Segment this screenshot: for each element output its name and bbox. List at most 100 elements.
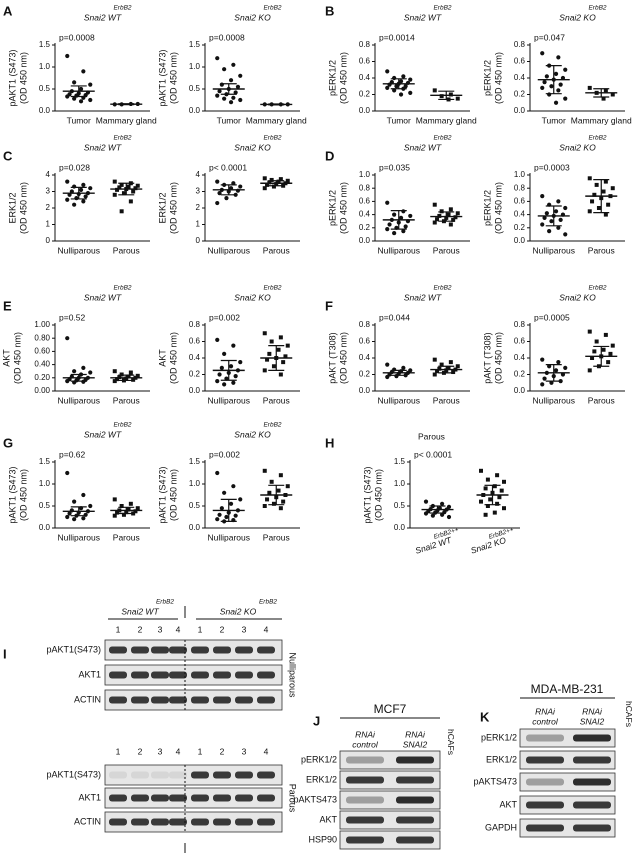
data-point xyxy=(387,222,392,227)
x-tick-label: Parous xyxy=(433,245,460,255)
x-tick-label: Parous xyxy=(433,395,460,405)
y-axis-label: (OD 450 nm) xyxy=(338,52,348,104)
y-tick-label: 0.0 xyxy=(39,523,51,532)
y-axis-label: (OD 450 nm) xyxy=(493,182,503,234)
data-point xyxy=(440,501,445,506)
blot-band xyxy=(235,696,253,704)
data-point xyxy=(385,69,390,74)
data-point xyxy=(133,186,138,191)
y-tick-label: 0.0 xyxy=(189,523,201,532)
data-point xyxy=(439,94,444,99)
data-point xyxy=(271,184,276,189)
data-point xyxy=(219,506,224,511)
data-point xyxy=(222,96,227,101)
panel-letter: B xyxy=(325,3,334,18)
y-axis-label: pERK1/2 xyxy=(327,60,337,96)
y-axis-label: ERK1/2 xyxy=(7,192,17,223)
data-point xyxy=(398,215,404,220)
data-point xyxy=(430,513,435,518)
data-point xyxy=(265,357,270,362)
y-tick-label: 0 xyxy=(46,236,51,245)
data-point xyxy=(439,209,444,214)
blot-band xyxy=(526,824,564,832)
blot-band xyxy=(257,818,275,826)
data-point xyxy=(285,178,290,183)
blot-band xyxy=(151,771,169,779)
row-label: pAKT1(S473) xyxy=(46,644,101,654)
blot-band xyxy=(169,771,187,779)
data-point xyxy=(267,490,272,495)
x-tick-label: Parous xyxy=(113,532,140,542)
data-point xyxy=(448,92,453,97)
data-point xyxy=(432,372,437,377)
row-label: AKT xyxy=(319,814,337,824)
data-point xyxy=(228,100,234,105)
x-tick-label: Nulliparous xyxy=(57,395,100,405)
data-point xyxy=(233,513,238,518)
y-tick-label: 0.0 xyxy=(359,386,371,395)
data-point xyxy=(392,75,397,81)
blot-band xyxy=(151,671,169,679)
x-tick-label: Tumor xyxy=(67,115,91,125)
data-point xyxy=(455,96,460,101)
data-point xyxy=(231,484,236,489)
blot-band xyxy=(346,816,384,824)
data-point xyxy=(231,95,236,100)
column-label: RNAi xyxy=(405,729,426,739)
data-point xyxy=(394,374,399,379)
blot-band xyxy=(346,796,384,804)
data-point xyxy=(115,187,120,192)
data-point xyxy=(81,492,86,498)
data-point xyxy=(222,67,227,72)
data-point xyxy=(215,379,220,384)
y-tick-label: 0.5 xyxy=(39,84,51,93)
y-axis-label: ERK1/2 xyxy=(157,192,167,223)
y-tick-label: 0.8 xyxy=(189,320,201,329)
y-tick-label: 0.4 xyxy=(514,353,526,362)
data-point xyxy=(88,503,93,509)
title-superscript: ErbB2 xyxy=(263,5,281,12)
data-point xyxy=(610,186,615,191)
y-axis-label: pAKT1 (S473) xyxy=(157,49,167,106)
y-axis-label: (OD 450 nm) xyxy=(493,332,503,384)
y-tick-label: 0.2 xyxy=(359,223,371,232)
data-point xyxy=(385,362,390,367)
data-point xyxy=(563,67,568,72)
data-point xyxy=(231,380,236,385)
data-point xyxy=(479,499,483,504)
blot-band xyxy=(526,778,564,786)
y-tick-label: 0.0 xyxy=(189,386,201,395)
data-point xyxy=(432,357,437,362)
data-point xyxy=(126,507,131,512)
data-point xyxy=(233,90,238,95)
y-tick-label: 0.8 xyxy=(359,40,371,49)
y-tick-label: 0.80 xyxy=(34,333,50,342)
blot-band xyxy=(396,836,434,844)
data-point xyxy=(65,197,70,202)
p-value: p=0.62 xyxy=(59,449,86,459)
data-point xyxy=(72,517,77,522)
blot-band xyxy=(257,671,275,679)
y-tick-label: 0.4 xyxy=(359,210,371,219)
blot-strip xyxy=(519,772,616,792)
data-point xyxy=(502,506,506,511)
blot-strip xyxy=(339,810,441,830)
blot-band xyxy=(396,756,434,764)
y-tick-label: 1.0 xyxy=(189,479,201,488)
blot-band xyxy=(526,756,564,764)
x-tick-label: Parous xyxy=(588,245,615,255)
row-label: pAKT1(S473) xyxy=(46,769,101,779)
blot-band xyxy=(573,778,611,786)
row-label: AKT1 xyxy=(78,669,101,679)
y-tick-label: 1.0 xyxy=(189,62,201,71)
data-point xyxy=(549,84,554,89)
y-tick-label: 0.0 xyxy=(189,106,201,115)
chart-title: Snai2 WT xyxy=(404,292,442,302)
y-axis-label: pAKT (T308) xyxy=(482,332,492,383)
blot-band xyxy=(169,818,187,826)
y-tick-label: 0.8 xyxy=(514,183,526,192)
data-point xyxy=(587,85,592,90)
data-point xyxy=(121,191,126,196)
data-point xyxy=(553,100,559,105)
row-label: pERK1/2 xyxy=(481,732,517,742)
